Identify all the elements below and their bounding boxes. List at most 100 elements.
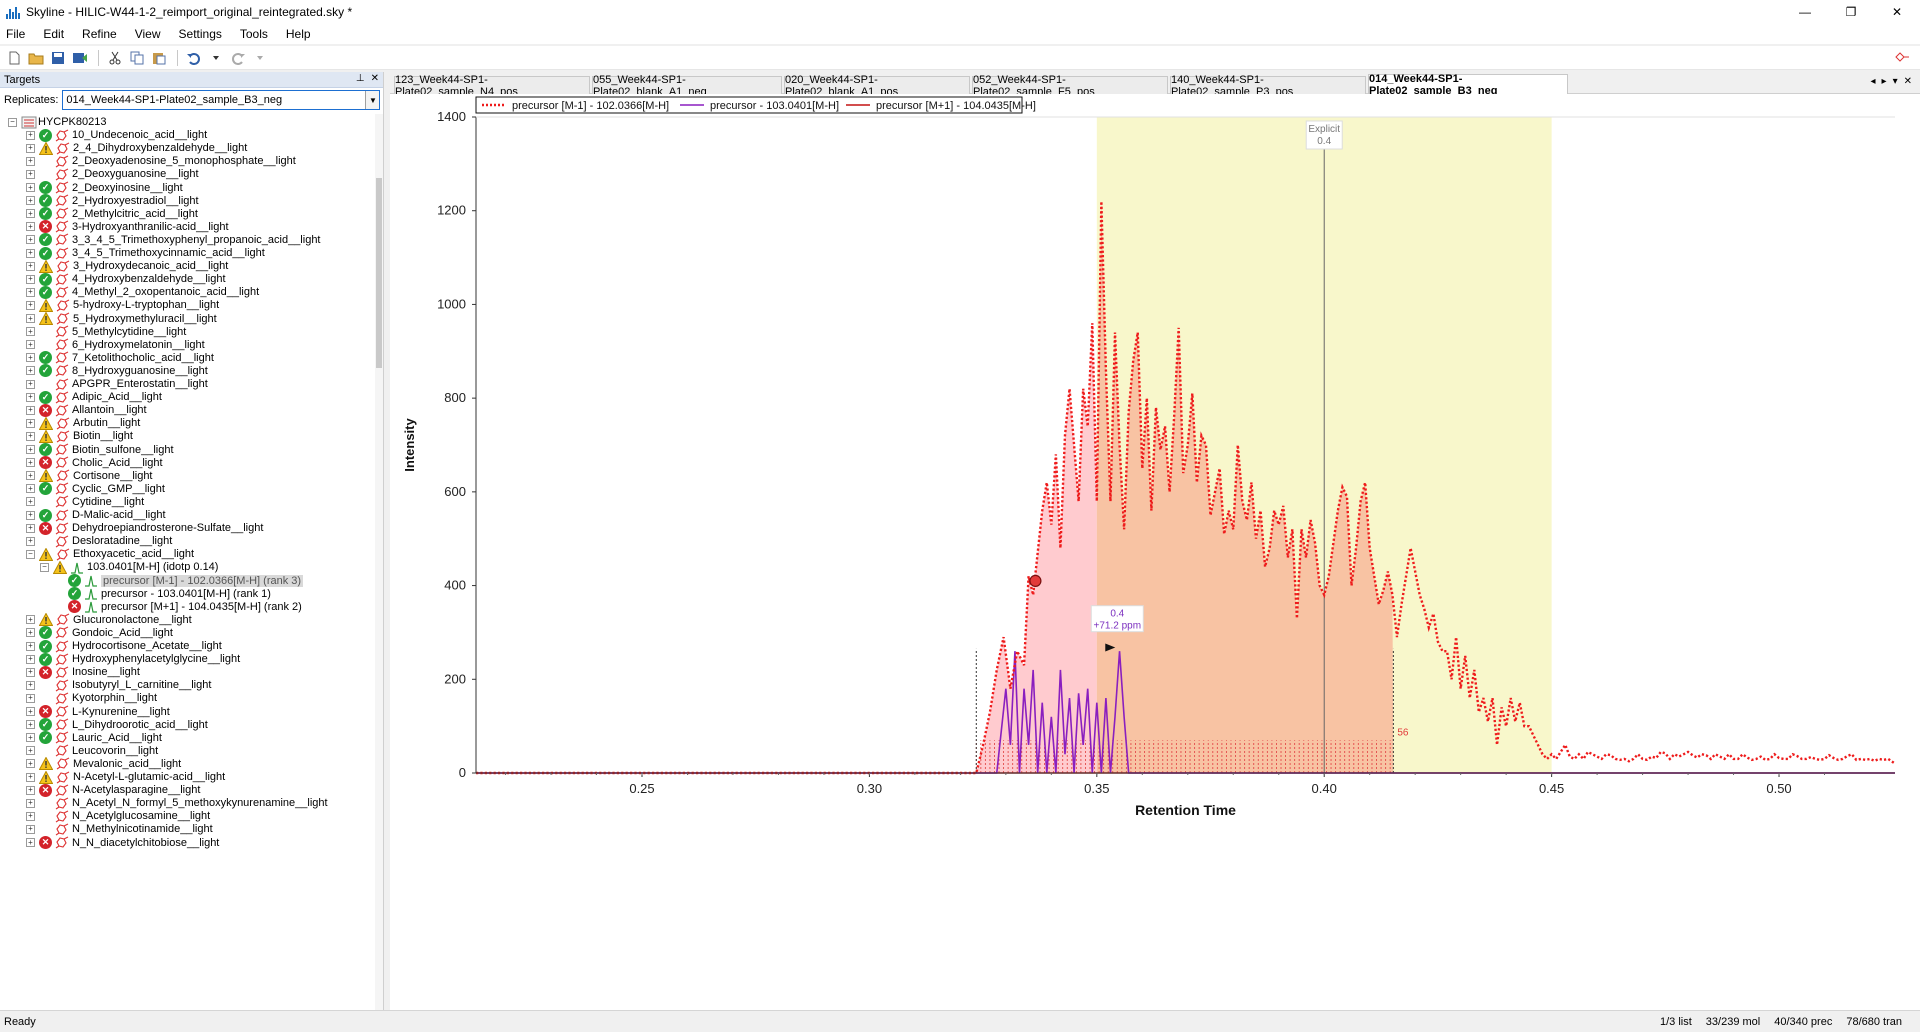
tab-replicate-1[interactable]: 123_Week44-SP1-Plate02_sample_N4_pos xyxy=(394,74,590,98)
menu-edit[interactable]: Edit xyxy=(43,27,65,41)
tree-row[interactable]: + Cortisone__light xyxy=(26,468,153,484)
tree-row[interactable]: + ✕ N_N_diacetylchitobiose__light xyxy=(26,835,219,851)
expand-icon[interactable]: + xyxy=(26,785,35,795)
tree-row[interactable]: + ✓ 2_Methylcitric_acid__light xyxy=(26,206,198,222)
tree-row[interactable]: + ✕ Inosine__light xyxy=(26,664,140,680)
expand-icon[interactable]: + xyxy=(26,772,35,782)
tree-row[interactable]: + ✕ 3-Hydroxyanthranilic-acid__light xyxy=(26,219,229,235)
pin-icon[interactable]: ⊥ xyxy=(355,73,365,84)
expand-icon[interactable]: + xyxy=(26,838,35,847)
expand-icon[interactable]: + xyxy=(26,261,35,271)
molecule-toolbar-icon[interactable] xyxy=(1892,48,1912,68)
expand-icon[interactable]: + xyxy=(26,418,35,428)
expand-icon[interactable]: + xyxy=(26,720,35,730)
tab-close-icon[interactable]: ✕ xyxy=(1903,76,1912,87)
cut-icon[interactable] xyxy=(105,48,125,68)
menu-settings[interactable]: Settings xyxy=(178,27,222,41)
tree-row[interactable]: + Cytidine__light xyxy=(26,494,144,510)
scrollbar-thumb[interactable] xyxy=(376,178,382,368)
undo-dropdown-icon[interactable] xyxy=(206,48,226,68)
expand-icon[interactable]: + xyxy=(26,196,35,206)
expand-icon[interactable]: + xyxy=(26,130,35,140)
expand-icon[interactable]: + xyxy=(26,235,35,245)
expand-icon[interactable]: + xyxy=(26,667,35,677)
tree-row[interactable]: + ✓ Lauric_Acid__light xyxy=(26,730,162,746)
menu-refine[interactable]: Refine xyxy=(82,27,117,41)
tab-replicate-5[interactable]: 140_Week44-SP1-Plate02_sample_P3_pos xyxy=(1170,74,1366,98)
tree-row[interactable]: + APGPR_Enterostatin__light xyxy=(26,376,208,392)
tree-row[interactable]: + ✓ 2_Hydroxyestradiol__light xyxy=(26,193,199,209)
expand-icon[interactable]: + xyxy=(26,445,35,454)
tree-row[interactable]: + Kyotorphin__light xyxy=(26,690,157,706)
tree-row[interactable]: + ✓ 4_Methyl_2_oxopentanoic_acid__light xyxy=(26,284,259,300)
open-folder-icon[interactable] xyxy=(26,48,46,68)
tree-row[interactable]: + Mevalonic_acid__light xyxy=(26,756,181,772)
tree-row[interactable]: + ✓ Adipic_Acid__light xyxy=(26,389,162,405)
tree-row[interactable]: + ✕ Dehydroepiandrosterone-Sulfate__light xyxy=(26,520,263,536)
expand-icon[interactable]: + xyxy=(26,497,35,507)
tree-row[interactable]: +3_Hydroxydecanoic_acid__light xyxy=(26,258,228,274)
expand-icon[interactable]: + xyxy=(26,628,35,638)
tree-row[interactable]: ✓ precursor - 103.0401[M-H] (rank 1) xyxy=(68,586,271,602)
expand-icon[interactable]: + xyxy=(26,340,35,350)
expand-icon[interactable]: + xyxy=(26,431,35,441)
expand-icon[interactable]: + xyxy=(26,392,35,402)
expand-icon[interactable]: + xyxy=(26,536,35,546)
expand-icon[interactable]: + xyxy=(26,680,35,690)
redo-dropdown-icon[interactable] xyxy=(250,48,270,68)
expand-icon[interactable]: + xyxy=(26,759,35,769)
expand-icon[interactable]: + xyxy=(26,169,35,179)
chromatogram-graph[interactable]: Explicit 0.4 0.4 +71.2 ppm 56 0 200 400 600 800 10… xyxy=(390,94,1920,1010)
menu-file[interactable]: File xyxy=(6,27,26,41)
expand-icon[interactable]: + xyxy=(26,353,35,363)
series-precursor-line[interactable] xyxy=(476,651,1895,774)
expand-icon[interactable]: + xyxy=(26,484,35,494)
tree-root-row[interactable]: − HYCPK80213 xyxy=(8,114,107,130)
tree-row[interactable]: + ✓ Cyclic_GMP__light xyxy=(26,481,165,497)
panel-close-icon[interactable]: ✕ xyxy=(370,73,379,84)
tree-row[interactable]: + N_Acetyl_N_formyl_5_methoxykynurenamine… xyxy=(26,795,328,811)
tab-replicate-4[interactable]: 052_Week44-SP1-Plate02_sample_F5_pos xyxy=(972,74,1168,98)
expand-icon[interactable]: + xyxy=(26,405,35,415)
menu-view[interactable]: View xyxy=(134,27,161,41)
expand-icon[interactable]: + xyxy=(26,458,35,468)
expand-icon[interactable]: + xyxy=(26,654,35,664)
tree-row[interactable]: + N-Acetyl-L-glutamic-acid__light xyxy=(26,769,225,785)
replicate-dropdown[interactable]: 014_Week44-SP1-Plate02_sample_B3_neg ▼ xyxy=(62,90,381,110)
expand-icon[interactable]: + xyxy=(26,300,35,310)
tree-row[interactable]: + ✓ 8_Hydroxyguanosine__light xyxy=(26,363,208,379)
tree-row[interactable]: + Arbutin__light xyxy=(26,415,140,431)
tree-row[interactable]: +2_Deoxyadenosine_5_monophosphate__light xyxy=(26,153,296,169)
close-button[interactable]: ✕ xyxy=(1891,5,1903,19)
expand-icon[interactable]: + xyxy=(26,143,35,153)
tree-row[interactable]: +5_Methylcytidine__light xyxy=(26,324,186,340)
tab-scroll-left-icon[interactable]: ◂ xyxy=(1870,76,1876,87)
menu-help[interactable]: Help xyxy=(285,27,311,41)
tree-row[interactable]: + Isobutyryl_L_carnitine__light xyxy=(26,677,211,693)
tree-row[interactable]: + ✓ 3_3_4_5_Trimethoxyphenyl_propanoic_aci… xyxy=(26,232,321,248)
tree-row[interactable]: +5-hydroxy-L-tryptophan__light xyxy=(26,297,219,313)
expand-icon[interactable]: + xyxy=(26,615,35,625)
tree-row[interactable]: + ✓ 4_Hydroxybenzaldehyde__light xyxy=(26,271,226,287)
maximize-button[interactable]: ❐ xyxy=(1845,5,1857,19)
tree-row[interactable]: ✓ precursor [M-1] - 102.0366[M-H] (rank 3… xyxy=(68,573,304,589)
tree-row[interactable]: + ✕ Allantoin__light xyxy=(26,402,147,418)
expand-icon[interactable]: + xyxy=(26,746,35,756)
collapse-icon[interactable]: − xyxy=(40,562,49,572)
expand-icon[interactable]: + xyxy=(26,287,35,297)
collapse-icon[interactable]: − xyxy=(8,117,17,127)
expand-icon[interactable]: + xyxy=(26,379,35,389)
tree-row[interactable]: + N_Acetylglucosamine__light xyxy=(26,808,210,824)
tree-row[interactable]: + ✓ L_Dihydroorotic_acid__light xyxy=(26,717,208,733)
tree-row[interactable]: + ✓ Hydroxyphenylacetylglycine__light xyxy=(26,651,240,667)
expand-icon[interactable]: + xyxy=(26,641,35,651)
series-m1-minus-line[interactable] xyxy=(476,201,1896,775)
minimize-button[interactable]: — xyxy=(1799,5,1811,19)
redo-icon[interactable] xyxy=(228,48,248,68)
chevron-down-icon[interactable]: ▼ xyxy=(365,91,380,109)
collapse-icon[interactable]: − xyxy=(26,549,35,559)
expand-icon[interactable]: + xyxy=(26,327,35,337)
tree-row[interactable]: + ✓ 10_Undecenoic_acid__light xyxy=(26,127,207,143)
tree-row[interactable]: + Desloratadine__light xyxy=(26,533,172,549)
